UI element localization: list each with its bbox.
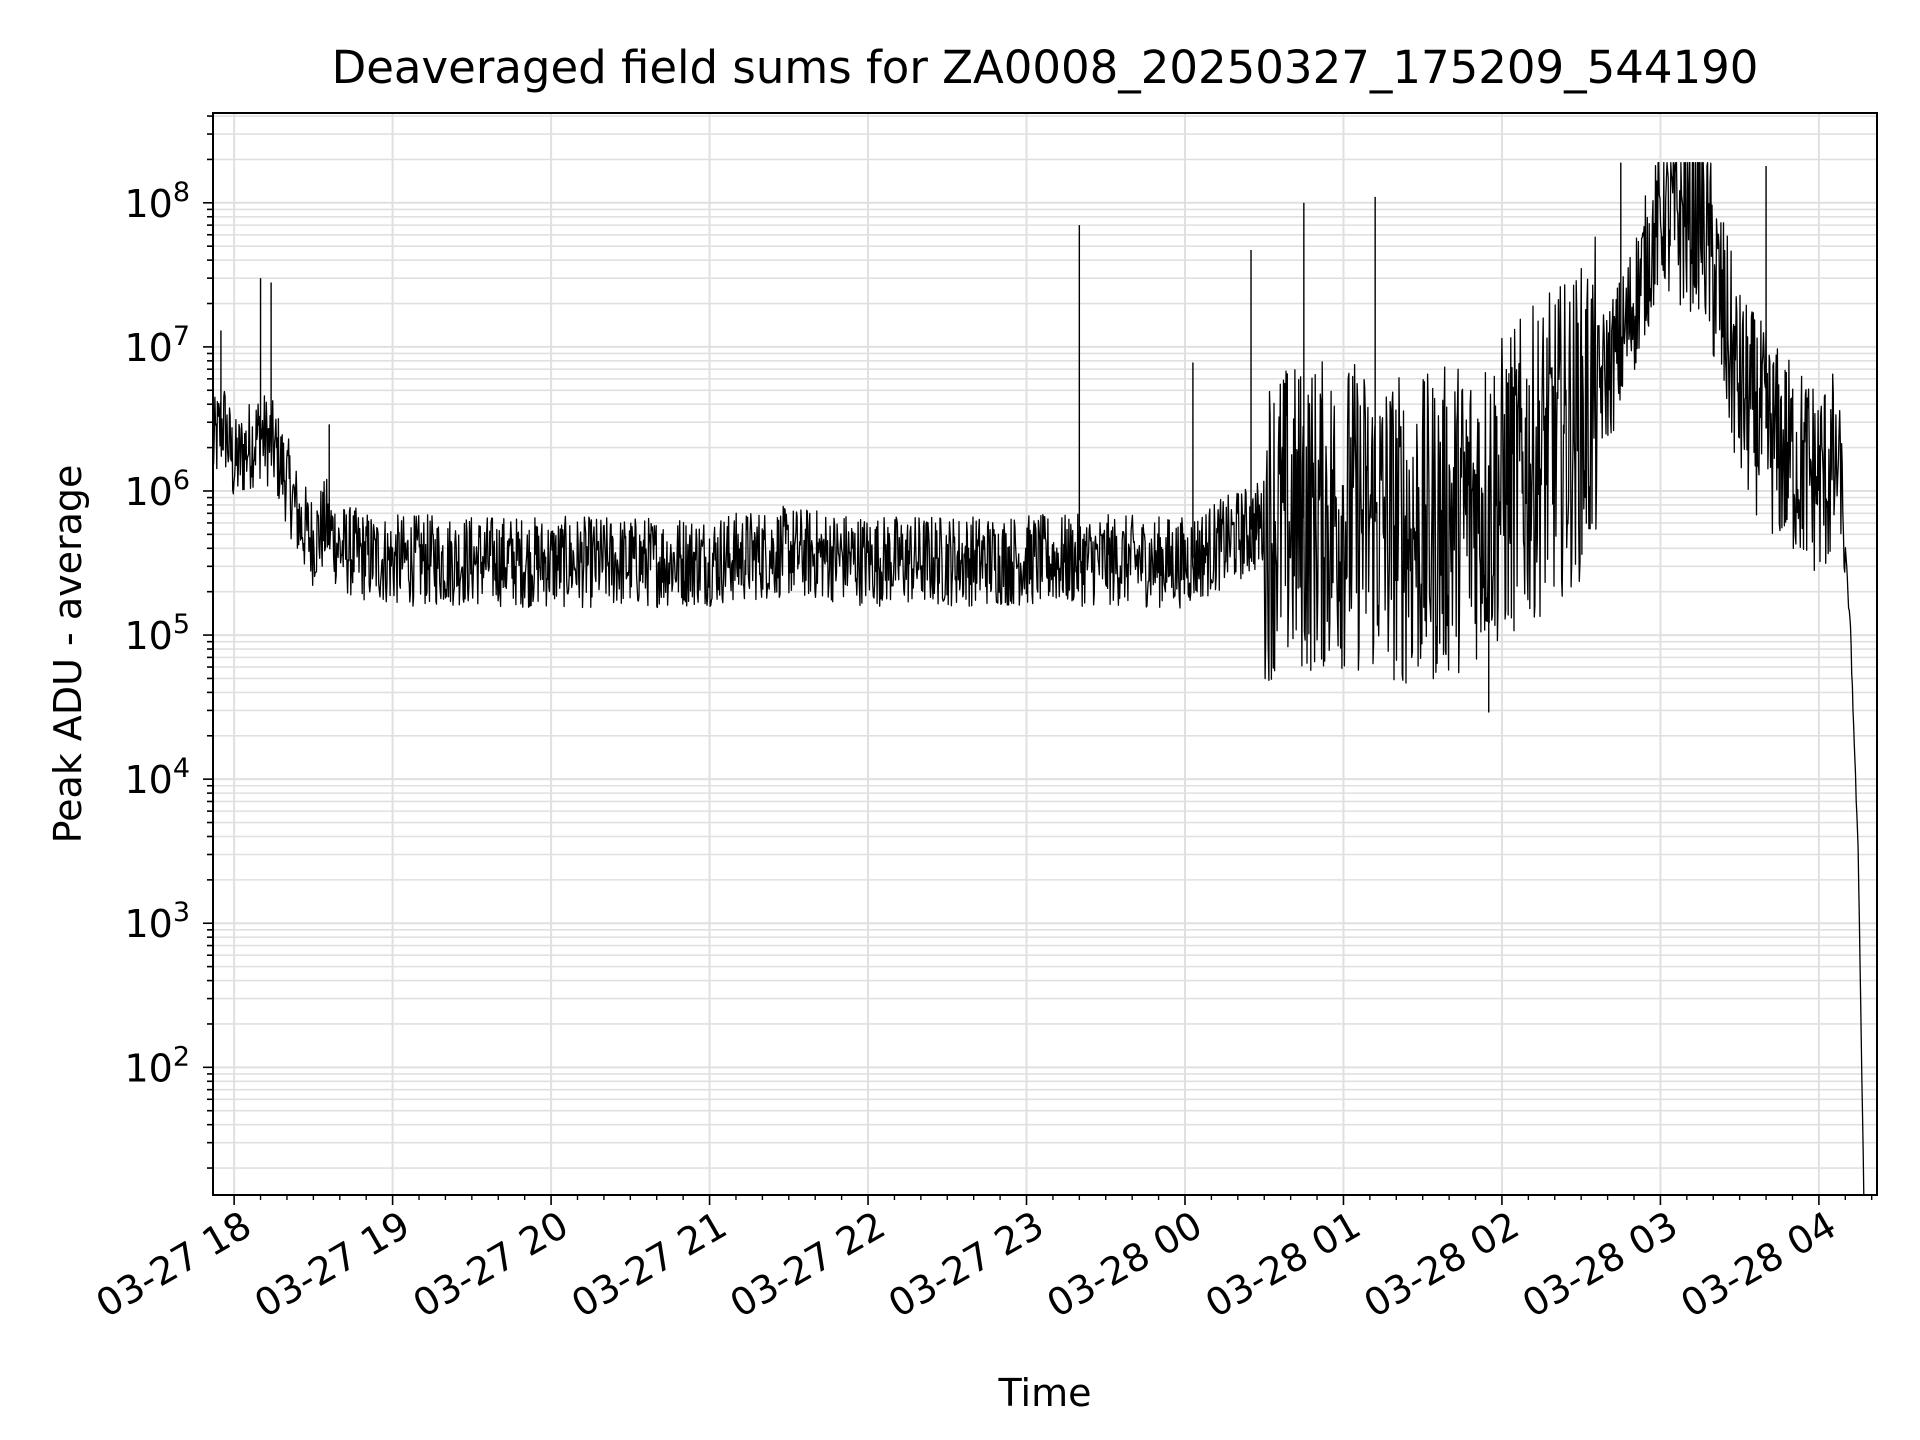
y-tick-label: 104: [124, 753, 190, 802]
y-tick-label: 107: [124, 321, 190, 370]
y-tick-label: 102: [124, 1041, 190, 1090]
y-axis-label: Peak ADU - average: [46, 465, 90, 844]
plot-frame: [212, 112, 1878, 1196]
y-tick-label: 108: [124, 177, 190, 226]
y-tick-label: 106: [124, 465, 190, 514]
chart-title: Deaveraged field sums for ZA0008_2025032…: [332, 41, 1759, 94]
y-tick-label: 105: [124, 609, 190, 658]
grid: [213, 113, 1877, 1195]
x-axis-label: Time: [998, 1371, 1092, 1415]
y-tick-label: 103: [124, 897, 190, 946]
series-line: [212, 161, 1865, 1196]
data-series: [212, 161, 1865, 1196]
